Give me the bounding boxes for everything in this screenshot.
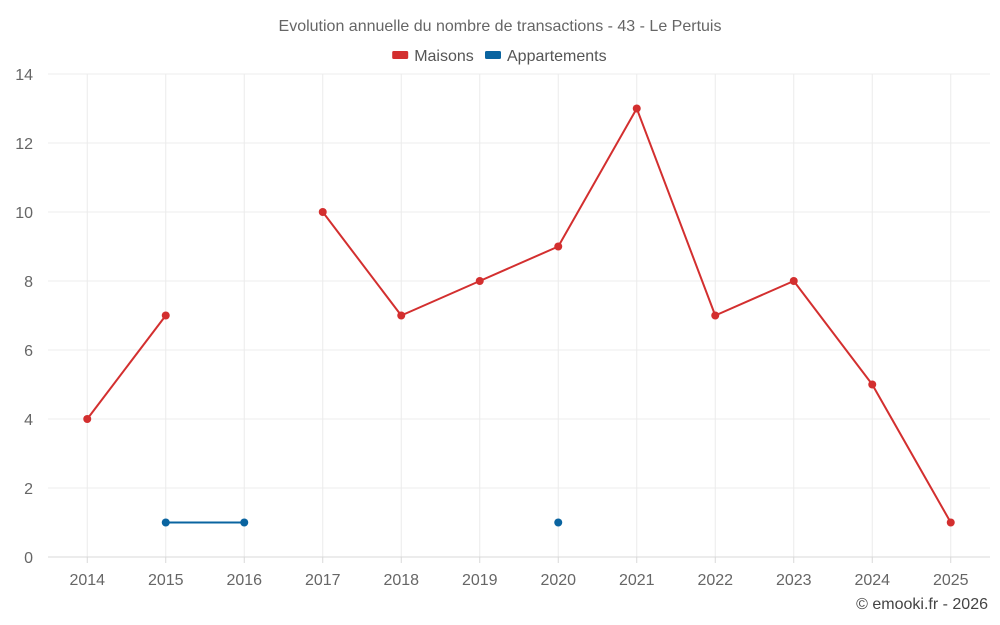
data-point — [711, 311, 720, 320]
series-line-segment — [86, 314, 167, 420]
data-point — [554, 242, 563, 251]
x-tick-label: 2019 — [462, 572, 498, 589]
data-point — [632, 104, 641, 113]
x-tick-label: 2022 — [697, 572, 733, 589]
y-tick-label: 14 — [15, 67, 33, 84]
y-tick-label: 10 — [15, 205, 33, 222]
x-tick-label: 2014 — [69, 572, 105, 589]
legend-swatch-1 — [485, 51, 501, 59]
data-point — [397, 311, 406, 320]
data-point — [318, 208, 327, 216]
y-tick-label: 8 — [24, 274, 33, 291]
data-point — [161, 311, 170, 320]
data-point — [554, 518, 563, 527]
legend-label-0: Maisons — [414, 48, 474, 65]
y-tick-label: 4 — [24, 412, 33, 429]
x-tick-label: 2016 — [226, 572, 262, 589]
chart-title: Evolution annuelle du nombre de transact… — [279, 18, 722, 35]
y-tick-label: 2 — [24, 481, 33, 498]
x-tick-label: 2021 — [619, 572, 655, 589]
x-tick-label: 2018 — [383, 572, 419, 589]
legend-label-1: Appartements — [507, 48, 607, 65]
data-point — [161, 518, 170, 527]
legend: Maisons Appartements — [392, 48, 607, 65]
y-tick-label: 6 — [24, 343, 33, 360]
data-point — [240, 518, 249, 527]
series — [83, 104, 955, 527]
data-point — [868, 380, 877, 389]
x-tick-label: 2020 — [540, 572, 576, 589]
x-tick-label: 2025 — [933, 572, 969, 589]
credit-text: © emooki.fr - 2026 — [856, 596, 988, 613]
x-tick-label: 2017 — [305, 572, 341, 589]
grid — [48, 73, 990, 557]
data-point — [946, 518, 955, 527]
data-point — [475, 277, 484, 285]
y-tick-label: 12 — [15, 136, 33, 153]
data-point — [789, 277, 798, 285]
x-tick-label: 2024 — [854, 572, 890, 589]
series-0 — [83, 104, 955, 527]
x-tick-label: 2015 — [148, 572, 184, 589]
axes: 0 2 4 6 8 10 12 14 2014 2015 2016 2017 2018 2019 2020 2… — [15, 67, 990, 589]
legend-swatch-0 — [392, 51, 409, 59]
x-tick-label: 2023 — [776, 572, 812, 589]
y-tick-label: 0 — [24, 550, 33, 567]
series-1 — [161, 518, 563, 527]
data-point — [83, 415, 92, 423]
